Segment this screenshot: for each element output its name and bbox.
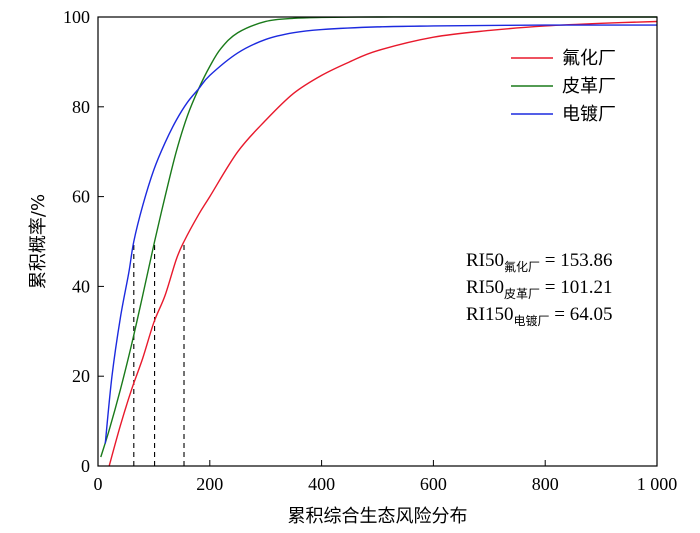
series-line-3 <box>104 24 658 444</box>
x-axis-title: 累积综合生态风险分布 <box>288 506 468 527</box>
axis-ticks: 0 200 400 600 800 1 000 0 20 40 60 80 100 <box>63 7 677 494</box>
ri-annotation-subscript: 氟化厂 <box>504 260 540 274</box>
plot-frame <box>97 16 658 467</box>
ri-annotation-subscript: 皮革厂 <box>504 287 540 301</box>
x-tick-label: 600 <box>420 474 447 494</box>
ri-annotation: RI50氟化厂 = 153.86 <box>466 250 612 274</box>
ri-annotation-label: RI150 <box>466 304 514 325</box>
ri-annotation-subscript: 电镀厂 <box>514 314 550 328</box>
y-tick-label: 60 <box>72 187 90 207</box>
ri-annotation-label: RI50 <box>466 277 504 298</box>
ri-annotation: RI150电镀厂 = 64.05 <box>466 304 612 328</box>
legend-label: 皮革厂 <box>562 76 616 97</box>
reference-lines <box>133 241 185 466</box>
ri-annotation-label: RI50 <box>466 250 504 271</box>
y-tick-label: 40 <box>72 276 90 296</box>
ri-annotation-value: = 64.05 <box>550 304 613 325</box>
series-line-1 <box>108 20 658 467</box>
x-tick-label: 1 000 <box>637 474 678 494</box>
y-tick-label: 20 <box>72 366 90 386</box>
y-tick-label: 0 <box>81 456 90 476</box>
x-tick-label: 0 <box>94 474 103 494</box>
y-axis-title: 累积概率/% <box>28 194 49 289</box>
legend-label: 氟化厂 <box>562 48 616 69</box>
x-tick-label: 800 <box>532 474 559 494</box>
legend-label: 电镀厂 <box>562 104 616 125</box>
x-tick-label: 400 <box>308 474 335 494</box>
x-tick-label: 200 <box>196 474 223 494</box>
y-tick-label: 80 <box>72 97 90 117</box>
ri-annotation-value: = 101.21 <box>540 277 612 298</box>
ri-annotation: RI50皮革厂 = 101.21 <box>466 277 612 301</box>
ri-annotation-value: = 153.86 <box>540 250 612 271</box>
y-tick-label: 100 <box>63 7 90 27</box>
